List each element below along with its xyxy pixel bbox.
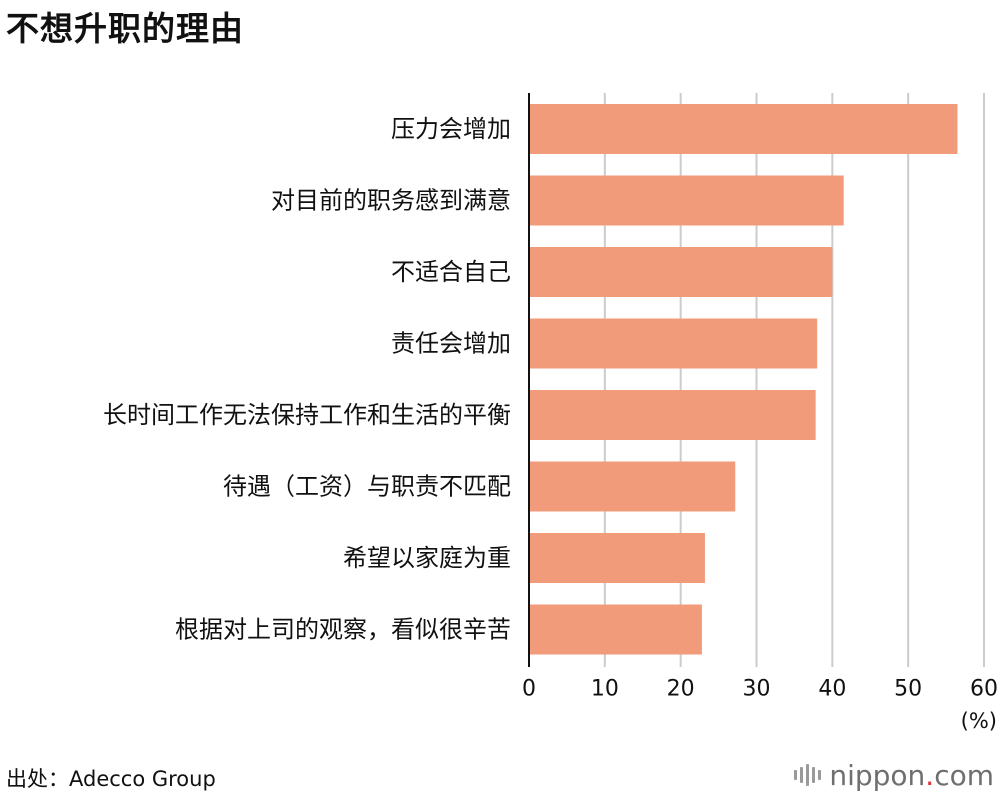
x-tick-label: 0 (522, 677, 536, 702)
x-tick-label: 60 (970, 677, 998, 702)
category-label: 压力会增加 (391, 115, 511, 143)
source-note: 出处：Adecco Group (6, 767, 216, 791)
category-label: 根据对上司的观察，看似很辛苦 (175, 616, 511, 644)
bar (529, 318, 818, 369)
bar (529, 604, 702, 655)
category-label: 对目前的职务感到满意 (271, 187, 511, 215)
bar (529, 390, 816, 440)
logo-bars-icon (794, 764, 822, 786)
category-label: 待遇（工资）与职责不匹配 (223, 473, 511, 501)
bar-chart: 压力会增加对目前的职务感到满意不适合自己责任会增加长时间工作无法保持工作和生活的… (103, 93, 998, 733)
x-tick-label: 40 (818, 677, 846, 702)
x-tick-label: 30 (743, 677, 771, 702)
unit-label: (%) (961, 709, 997, 733)
bar (529, 175, 844, 226)
logo-text: nippon.com (829, 758, 994, 792)
chart-title: 不想升职的理由 (6, 9, 244, 48)
category-label: 不适合自己 (391, 258, 511, 286)
category-label: 责任会增加 (391, 330, 511, 358)
x-tick-label: 50 (894, 677, 922, 702)
bar (529, 247, 833, 297)
bar (529, 533, 705, 583)
nippon-logo: nippon.com (794, 758, 994, 792)
category-label: 长时间工作无法保持工作和生活的平衡 (103, 401, 511, 429)
bar (529, 461, 736, 512)
x-tick-label: 20 (667, 677, 695, 702)
bar (529, 104, 958, 154)
category-label: 希望以家庭为重 (343, 544, 511, 572)
x-tick-label: 10 (591, 677, 619, 702)
